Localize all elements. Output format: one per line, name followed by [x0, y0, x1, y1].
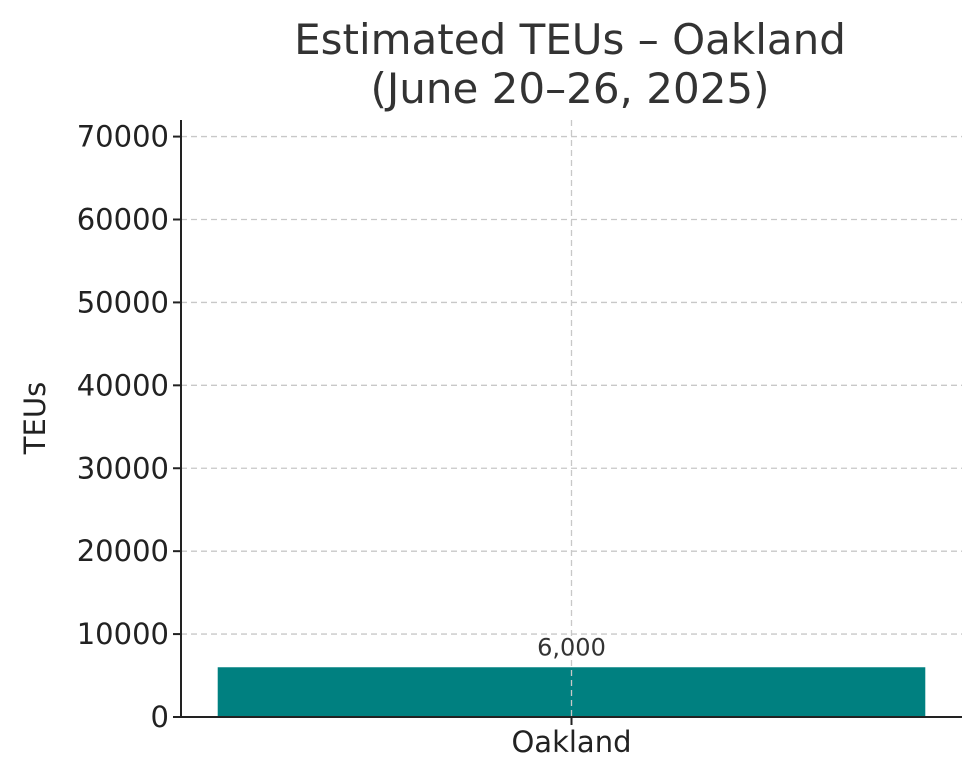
y-tick-label: 70000 — [77, 120, 169, 154]
y-tick-label: 50000 — [77, 285, 169, 319]
bar-value-label: 6,000 — [537, 633, 606, 661]
x-axis-ticks: Oakland — [511, 717, 632, 759]
chart-title-line-1: Estimated TEUs – Oakland — [294, 15, 846, 64]
chart-title-line-2: (June 20–26, 2025) — [370, 64, 769, 113]
y-tick-label: 0 — [151, 700, 169, 734]
y-tick-label: 10000 — [77, 617, 169, 651]
data-labels: 6,000 — [537, 633, 606, 661]
y-axis-ticks: 0 10000 20000 30000 40000 50000 60000 70000 — [77, 120, 181, 734]
y-axis-label: TEUs — [18, 382, 52, 455]
y-tick-label: 30000 — [77, 451, 169, 485]
y-tick-label: 60000 — [77, 203, 169, 237]
axes — [180, 120, 962, 718]
x-tick-label: Oakland — [511, 725, 631, 759]
y-tick-label: 20000 — [77, 534, 169, 568]
y-tick-label: 40000 — [77, 368, 169, 402]
